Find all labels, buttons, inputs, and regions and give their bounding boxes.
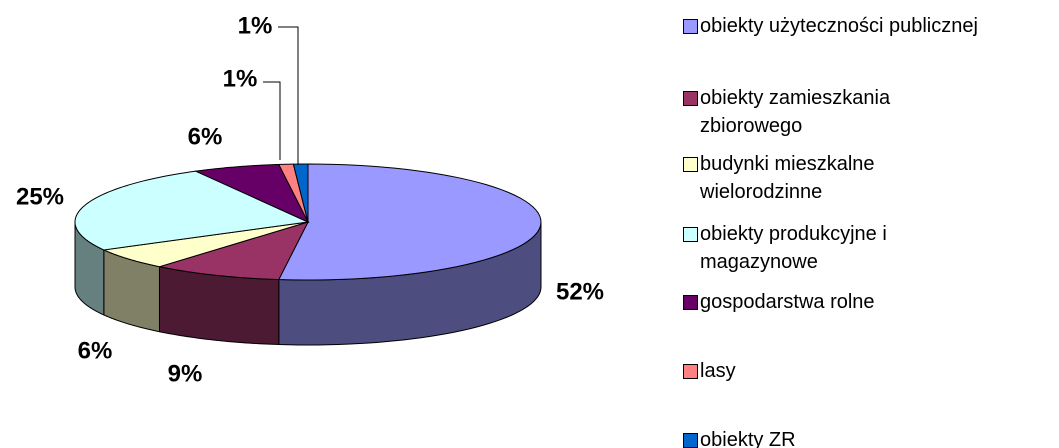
slice [292,163,309,223]
slice [277,163,542,281]
slice [278,163,309,223]
slice [102,221,309,268]
legend-swatch [683,157,698,172]
legend-label: obiekty zamieszkania zbiorowego [700,87,891,137]
legend-item: lasy [683,357,973,385]
legend-swatch [683,91,698,106]
data-label: 1% [223,65,258,92]
legend-label: obiekty produkcyjne i magazynowe [700,223,887,273]
legend-item: obiekty zamieszkania zbiorowego [683,84,973,140]
data-label: 9% [168,360,203,387]
slice [159,221,309,281]
legend-item: obiekty użyteczności publicznej [683,12,978,40]
legend-swatch [683,433,698,448]
slice [193,163,310,224]
legend-item: budynki mieszkalne wielorodzinne [683,150,973,206]
legend-label: obiekty użyteczności publicznej [700,15,978,37]
legend-item: gospodarstwa rolne [683,288,973,316]
leader-line [278,26,299,165]
legend-swatch [683,295,698,310]
legend-swatch [683,364,698,379]
data-label: 6% [188,123,223,150]
legend-swatch [683,19,698,34]
legend-label: obiekty ZR [700,429,796,448]
leader-line [263,81,281,160]
data-label: 52% [556,278,604,305]
slice [74,170,310,251]
legend-item: obiekty produkcyjne i magazynowe [683,220,973,276]
data-label: 25% [16,183,64,210]
data-label: 1% [238,12,273,39]
data-label: 6% [78,337,113,364]
legend-label: gospodarstwa rolne [700,291,875,313]
legend-label: lasy [700,360,736,382]
legend-label: budynki mieszkalne wielorodzinne [700,153,875,203]
legend-swatch [683,227,698,242]
legend-item: obiekty ZR [683,426,973,448]
